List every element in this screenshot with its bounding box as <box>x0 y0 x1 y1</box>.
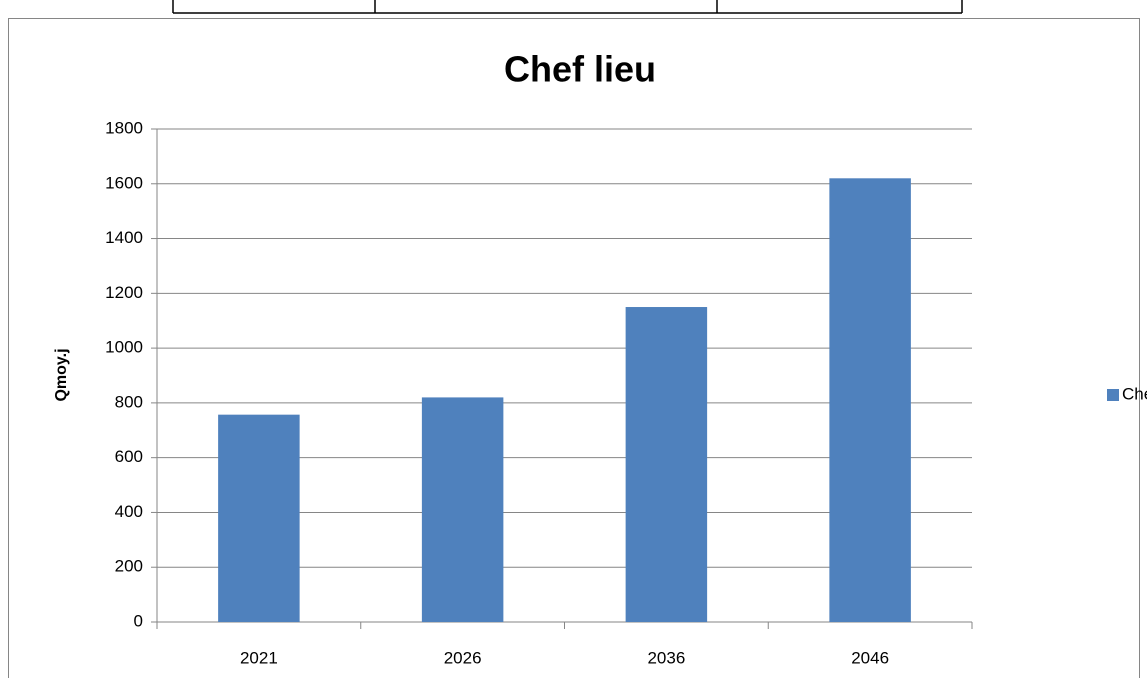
legend-label: Chef lieu <box>1122 384 1147 403</box>
x-tick-label: 2021 <box>240 648 278 667</box>
chart-title: Chef lieu <box>504 49 656 90</box>
x-tick-label: 2026 <box>444 648 482 667</box>
y-tick-label: 1200 <box>105 283 143 302</box>
y-tick-label: 800 <box>115 392 143 411</box>
bar <box>829 178 911 623</box>
legend-swatch <box>1107 389 1119 401</box>
bar <box>625 307 708 622</box>
bar <box>421 397 504 622</box>
x-tick-label: 2046 <box>851 648 889 667</box>
y-tick-label: 200 <box>115 557 143 576</box>
y-tick-label: 0 <box>134 611 143 630</box>
table-fragment <box>172 0 963 14</box>
x-tick-label: 2036 <box>647 648 685 667</box>
bar <box>218 414 300 622</box>
chart-frame <box>8 18 1140 678</box>
y-tick-label: 600 <box>115 447 143 466</box>
y-axis-label: Qmoy.j <box>53 348 70 401</box>
y-tick-label: 1000 <box>105 338 143 357</box>
y-tick-label: 400 <box>115 502 143 521</box>
y-tick-label: 1600 <box>105 173 143 192</box>
y-tick-label: 1400 <box>105 228 143 247</box>
y-tick-label: 1800 <box>105 118 143 137</box>
